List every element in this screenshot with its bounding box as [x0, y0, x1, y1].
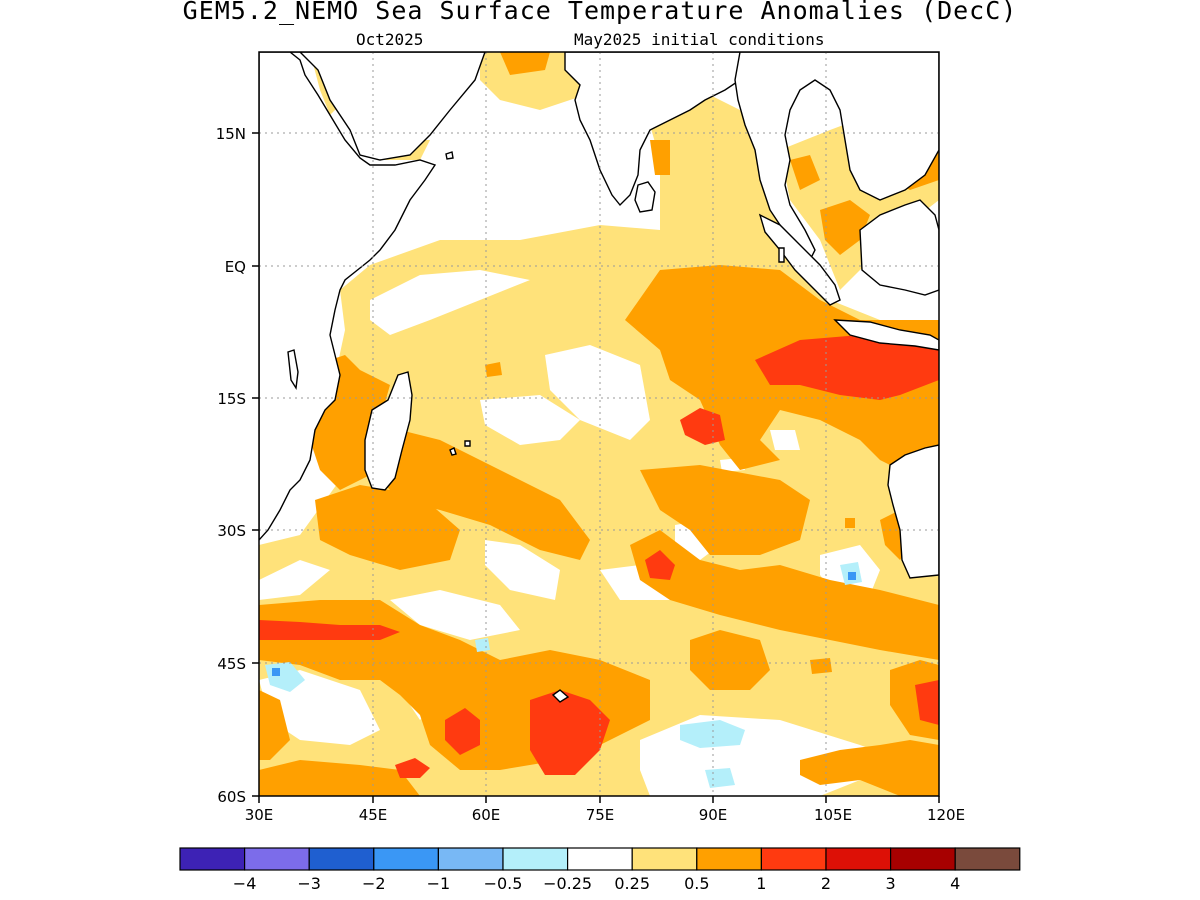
anomaly-negative-layer [265, 562, 862, 788]
colorbar-swatch [631, 847, 698, 871]
longitude-labels: 30E 45E 60E 75E 90E 105E 120E [245, 806, 965, 824]
land-masses [259, 52, 939, 703]
lat-label: 45S [217, 655, 246, 673]
colorbar-label: −1 [427, 874, 451, 893]
colorbar-swatch [954, 847, 1021, 871]
axis-ticks [252, 132, 940, 803]
colorbar-label: −2 [362, 874, 386, 893]
colorbar-swatch [760, 847, 827, 871]
lon-label: 90E [699, 806, 728, 824]
colorbar-swatch [502, 847, 569, 871]
colorbar-swatch [437, 847, 504, 871]
lat-label: EQ [225, 258, 246, 276]
forecast-month: Oct2025 [356, 30, 424, 49]
latitude-labels: 15N EQ 15S 30S 45S 60S [216, 125, 246, 806]
map-title: GEM5.2_NEMO Sea Surface Temperature Anom… [182, 0, 1018, 25]
colorbar-swatch [373, 847, 439, 871]
colorbar-label: 0.5 [684, 874, 709, 893]
lat-label: 15S [217, 390, 246, 408]
colorbar-label: 2 [821, 874, 831, 893]
lat-label: 15N [216, 125, 246, 143]
lon-label: 30E [245, 806, 274, 824]
colorbar-swatch [825, 847, 892, 871]
initial-conditions-label: May2025 initial conditions [574, 30, 825, 49]
colorbar-swatch [696, 847, 762, 871]
lat-label: 60S [217, 788, 246, 806]
colorbar-labels: −4 −3 −2 −1 −0.5 −0.25 0.25 0.5 1 2 3 4 [233, 874, 960, 893]
anomaly-shading [259, 52, 939, 796]
colorbar-swatch [179, 847, 246, 871]
plot-frame [258, 51, 940, 797]
colorbar-swatch [889, 847, 956, 871]
colorbar-label: −0.5 [484, 874, 523, 893]
colorbar-label: −4 [233, 874, 257, 893]
colorbar-swatch [308, 847, 375, 871]
colorbar-label: 4 [950, 874, 960, 893]
colorbar-swatch [244, 847, 310, 871]
anomaly-red-layer [259, 125, 939, 778]
lat-label: 30S [217, 522, 246, 540]
lon-label: 45E [359, 806, 388, 824]
lon-label: 60E [472, 806, 501, 824]
colorbar-label: −3 [297, 874, 321, 893]
lon-label: 105E [814, 806, 852, 824]
lon-label: 120E [927, 806, 965, 824]
grid-lines [259, 52, 939, 796]
colorbar-label: 1 [756, 874, 766, 893]
colorbar-swatch [566, 847, 633, 871]
colorbar [179, 847, 1021, 871]
colorbar-label: 3 [886, 874, 896, 893]
lon-label: 75E [586, 806, 615, 824]
colorbar-label: −0.25 [543, 874, 592, 893]
colorbar-label: 0.25 [614, 874, 650, 893]
